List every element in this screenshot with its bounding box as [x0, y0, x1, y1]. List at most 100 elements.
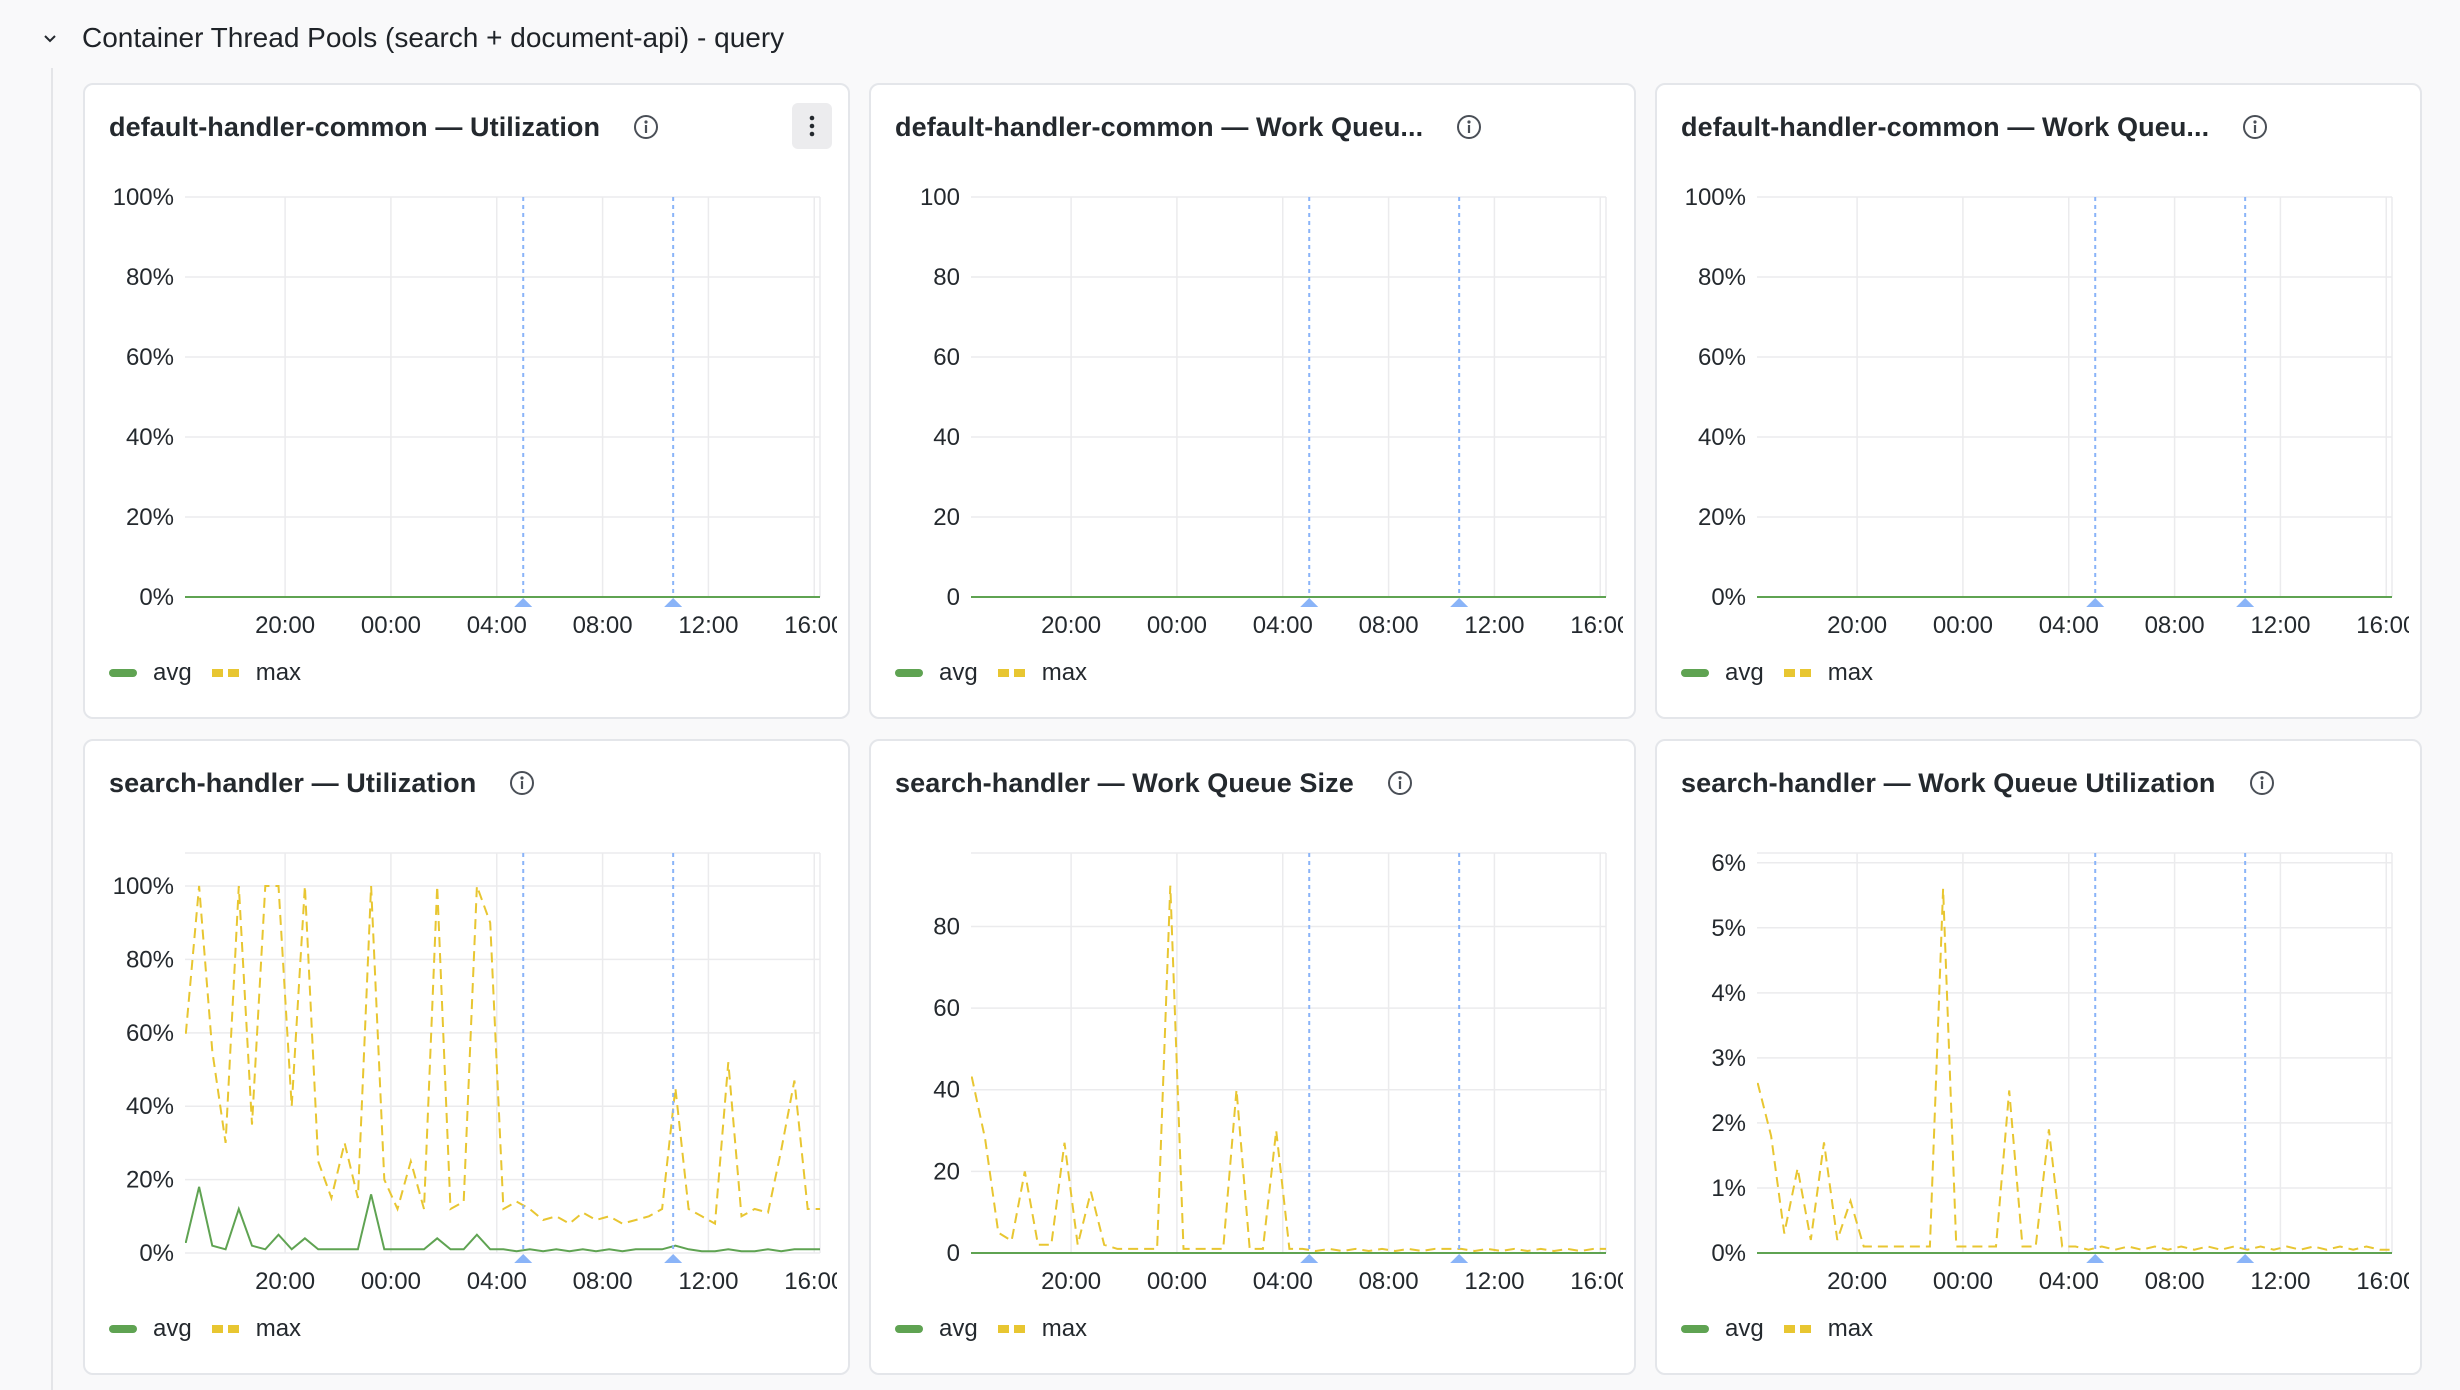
legend-swatch-max [211, 669, 240, 677]
series-max-line[interactable] [1756, 888, 2392, 1251]
info-icon[interactable] [2241, 113, 2269, 141]
y-tick-label: 4% [1711, 980, 1746, 1007]
chevron-down-icon[interactable] [36, 24, 64, 52]
legend: avg max [1681, 659, 1893, 687]
y-tick-label: 0% [139, 1240, 174, 1267]
annotation-marker[interactable] [514, 1254, 533, 1263]
legend-item-avg[interactable]: avg [109, 1315, 192, 1343]
y-tick-label: 100% [1685, 184, 1746, 211]
annotation-marker[interactable] [664, 1254, 683, 1263]
legend-item-max[interactable]: max [211, 659, 302, 687]
info-icon[interactable] [2248, 769, 2276, 797]
legend-label: avg [153, 659, 192, 686]
legend-swatch-avg [109, 669, 137, 677]
y-tick-label: 60 [933, 344, 960, 371]
legend-item-avg[interactable]: avg [895, 659, 978, 687]
annotation-marker[interactable] [1450, 1254, 1469, 1263]
legend-swatch-avg [895, 669, 923, 677]
y-tick-label: 80 [933, 264, 960, 291]
annotation-marker[interactable] [1450, 598, 1469, 607]
y-tick-label: 0% [139, 584, 174, 611]
annotation-marker[interactable] [1300, 1254, 1319, 1263]
y-tick-label: 20% [126, 504, 174, 531]
legend-item-max[interactable]: max [997, 659, 1087, 687]
legend-item-avg[interactable]: avg [1681, 1315, 1764, 1343]
legend-swatch-avg [895, 1325, 923, 1333]
y-tick-label: 60% [126, 344, 174, 371]
legend-swatch-max [1783, 669, 1812, 677]
panel-title[interactable]: search-handler — Work Queue Size [895, 767, 1354, 798]
y-tick-label: 80% [126, 946, 174, 973]
info-icon[interactable] [632, 113, 660, 141]
chart[interactable]: 20:00 00:00 04:00 08:00 12:00 16:00 0% 20% 40% 60… [85, 85, 848, 645]
chart[interactable]: 20:00 00:00 04:00 08:00 12:00 16:00 0% 1% 2% 3% 4%… [1657, 741, 2420, 1301]
legend: avg max [1681, 1315, 1893, 1343]
series-avg-line[interactable] [184, 1186, 820, 1253]
legend-item-max[interactable]: max [997, 1315, 1088, 1343]
annotation-marker[interactable] [2236, 598, 2255, 607]
x-tick-label: 04:00 [1253, 612, 1313, 639]
panel[interactable]: default-handler-common — Utilization 20:… [83, 83, 850, 719]
info-icon[interactable] [1386, 769, 1414, 797]
annotation-marker[interactable] [2086, 1254, 2105, 1263]
y-tick-label: 60% [1698, 344, 1746, 371]
panel[interactable]: default-handler-common — Work Queu... 20… [1655, 83, 2422, 719]
legend-label: max [1041, 1315, 1088, 1342]
x-tick-label: 16:00 [784, 1268, 844, 1295]
panel-title[interactable]: default-handler-common — Work Queu... [895, 111, 1424, 142]
legend-swatch-max [997, 1325, 1026, 1333]
panel[interactable]: default-handler-common — Work Queu... 20… [869, 83, 1636, 719]
annotation-marker[interactable] [1300, 598, 1319, 607]
chart[interactable]: 20:00 00:00 04:00 08:00 12:00 16:00 0 20 40 60 80 1… [871, 85, 1634, 645]
chart[interactable]: 20:00 00:00 04:00 08:00 12:00 16:00 0% 20% 40% 60… [1657, 85, 2420, 645]
panel[interactable]: search-handler — Work Queue Utilization … [1655, 739, 2422, 1375]
annotation-marker[interactable] [664, 598, 683, 607]
x-tick-label: 04:00 [1253, 1268, 1313, 1295]
chart[interactable]: 20:00 00:00 04:00 08:00 12:00 16:00 0% 20% 40% 60… [85, 741, 848, 1301]
y-tick-label: 40% [1698, 424, 1746, 451]
panel-header: default-handler-common — Utilization [109, 105, 660, 149]
y-tick-label: 80 [933, 913, 960, 940]
chart[interactable]: 20:00 00:00 04:00 08:00 12:00 16:00 0 20 40 60 80 [871, 741, 1634, 1301]
x-tick-label: 16:00 [2356, 1268, 2416, 1295]
legend: avg max [895, 659, 1107, 687]
panel-header: default-handler-common — Work Queu... [895, 105, 1483, 149]
panel-menu-button[interactable] [792, 103, 832, 149]
legend-swatch-max [997, 669, 1026, 677]
panel-header: search-handler — Work Queue Size [895, 761, 1414, 805]
legend-item-avg[interactable]: avg [1681, 659, 1764, 687]
panel-title[interactable]: default-handler-common — Utilization [109, 111, 601, 142]
x-tick-label: 00:00 [1147, 612, 1207, 639]
series-max-line[interactable] [184, 885, 820, 1226]
legend-item-avg[interactable]: avg [109, 659, 192, 687]
legend-label: max [255, 659, 302, 686]
x-tick-label: 08:00 [573, 1268, 633, 1295]
panel[interactable]: search-handler — Utilization 20:00 00:00 0… [83, 739, 850, 1375]
annotation-marker[interactable] [2086, 598, 2105, 607]
panel-title[interactable]: default-handler-common — Work Queu... [1681, 111, 2210, 142]
y-tick-label: 0 [947, 584, 960, 611]
y-tick-label: 60 [933, 995, 960, 1022]
panel[interactable]: search-handler — Work Queue Size 20:00 00… [869, 739, 1636, 1375]
y-tick-label: 20 [933, 1158, 960, 1185]
panel-title[interactable]: search-handler — Utilization [109, 767, 477, 798]
legend-label: avg [939, 659, 978, 686]
annotation-marker[interactable] [2236, 1254, 2255, 1263]
legend-item-max[interactable]: max [211, 1315, 301, 1343]
y-tick-label: 5% [1711, 915, 1746, 942]
series-max-line[interactable] [970, 885, 1606, 1253]
annotation-marker[interactable] [514, 598, 533, 607]
info-icon[interactable] [508, 769, 536, 797]
legend-item-max[interactable]: max [1783, 659, 1873, 687]
row-header[interactable]: Container Thread Pools (search + documen… [36, 16, 784, 60]
legend-item-max[interactable]: max [1783, 1315, 1873, 1343]
legend: avg max [109, 1315, 321, 1343]
y-tick-label: 3% [1711, 1045, 1746, 1072]
panel-title[interactable]: search-handler — Work Queue Utilization [1681, 767, 2216, 798]
legend-item-avg[interactable]: avg [895, 1315, 978, 1343]
legend-label: avg [1725, 1315, 1764, 1342]
info-icon[interactable] [1455, 113, 1483, 141]
y-tick-label: 1% [1711, 1175, 1746, 1202]
panel-header: search-handler — Utilization [109, 761, 536, 805]
x-tick-label: 12:00 [678, 612, 738, 639]
